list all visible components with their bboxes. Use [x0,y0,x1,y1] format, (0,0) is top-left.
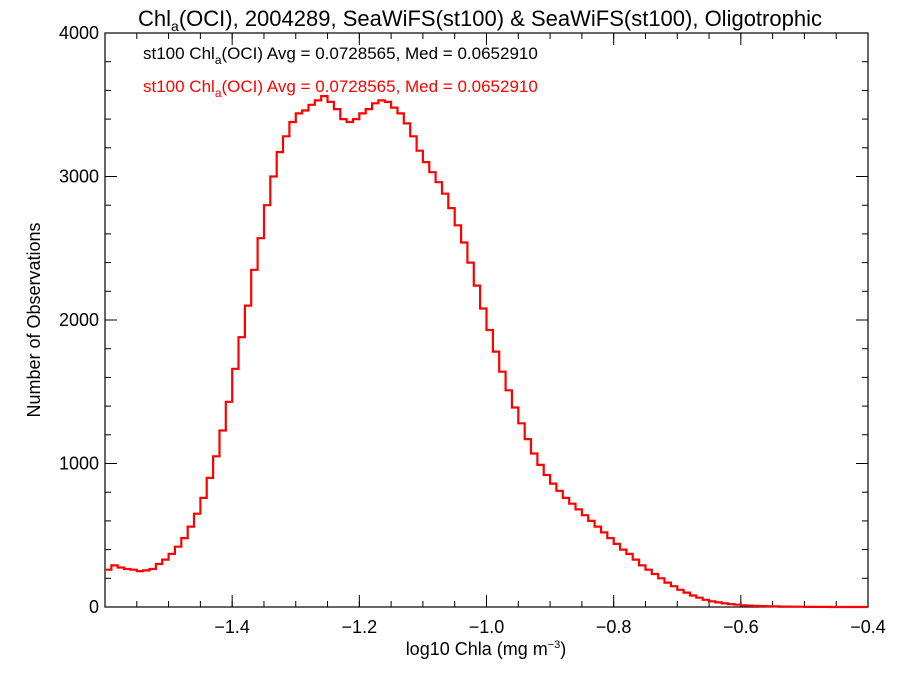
x-axis-title: log10 Chla (mg m−3) [406,639,567,659]
x-tick-label: −0.8 [596,617,632,637]
y-axis-title: Number of Observations [24,222,44,417]
x-tick-label: −0.4 [850,617,886,637]
legend-entry-black: st100 Chla(OCI) Avg = 0.0728565, Med = 0… [143,44,538,67]
x-tick-label: −1.2 [342,617,378,637]
legend-entry-red: st100 Chla(OCI) Avg = 0.0728565, Med = 0… [143,77,538,100]
x-tick-label: −1.4 [214,617,250,637]
y-tick-label: 3000 [59,167,99,187]
histogram-series-red [105,95,868,609]
chart-title: Chla(OCI), 2004289, SeaWiFS(st100) & Sea… [138,6,822,34]
x-axis: −1.4 −1.2 −1.0 −0.8 −0.6 −0.4 [104,33,886,637]
x-tick-label: −1.0 [469,617,505,637]
y-tick-label: 4000 [59,23,99,43]
y-tick-label: 2000 [59,310,99,330]
y-tick-label: 0 [89,597,99,617]
legend: st100 Chla(OCI) Avg = 0.0728565, Med = 0… [143,44,538,100]
x-tick-label: −0.6 [723,617,759,637]
y-tick-label: 1000 [59,454,99,474]
y-axis: 0 1000 2000 3000 4000 [59,23,868,617]
